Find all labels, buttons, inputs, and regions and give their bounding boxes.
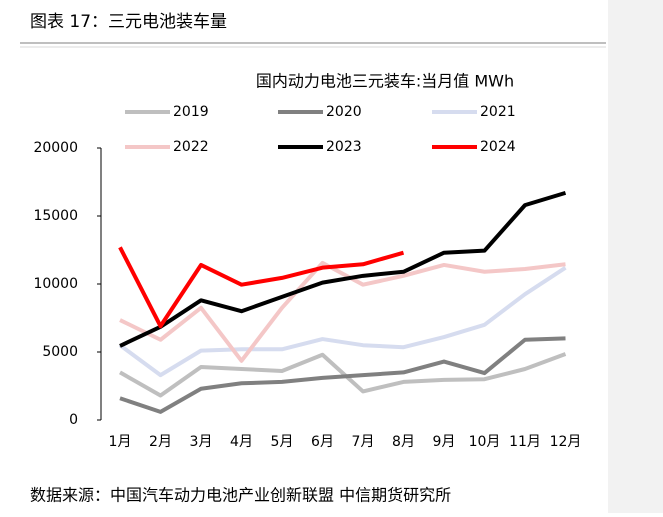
x-tick-label: 7月: [352, 434, 375, 450]
legend-label: 2022: [173, 139, 209, 155]
x-tick-label: 1月: [109, 434, 132, 450]
y-tick-label: 20000: [33, 140, 78, 156]
x-tick-label: 12月: [550, 434, 582, 450]
series-line: [118, 246, 405, 329]
series-line: [119, 352, 567, 398]
legend-label: 2024: [480, 139, 516, 155]
y-tick-label: 5000: [42, 344, 78, 360]
legend-label: 2021: [480, 104, 516, 120]
y-tick-label: 15000: [33, 208, 78, 224]
y-tick-label: 10000: [33, 276, 78, 292]
source: 数据来源：中国汽车动力电池产业创新联盟 中信期货研究所: [30, 486, 451, 505]
x-tick-label: 5月: [271, 434, 294, 450]
x-tick-label: 8月: [392, 434, 415, 450]
legend-label: 2023: [326, 139, 362, 155]
series-line: [118, 266, 567, 378]
chart-title: 国内动力电池三元装车:当月值 MWh: [256, 72, 514, 91]
series-line: [119, 260, 566, 363]
x-tick-label: 9月: [433, 434, 456, 450]
side-band: [608, 0, 663, 513]
series-line: [119, 190, 567, 348]
x-tick-label: 3月: [190, 434, 213, 450]
header: 图表 17：三元电池装车量: [30, 12, 227, 32]
series-line: [119, 336, 566, 414]
x-tick-label: 6月: [311, 434, 334, 450]
x-tick-label: 10月: [469, 434, 501, 450]
y-tick-label: 0: [69, 412, 78, 428]
x-tick-label: 11月: [509, 434, 541, 450]
x-tick-label: 2月: [149, 434, 172, 450]
x-tick-label: 4月: [230, 434, 253, 450]
legend-label: 2020: [326, 104, 362, 120]
legend-label: 2019: [173, 104, 209, 120]
